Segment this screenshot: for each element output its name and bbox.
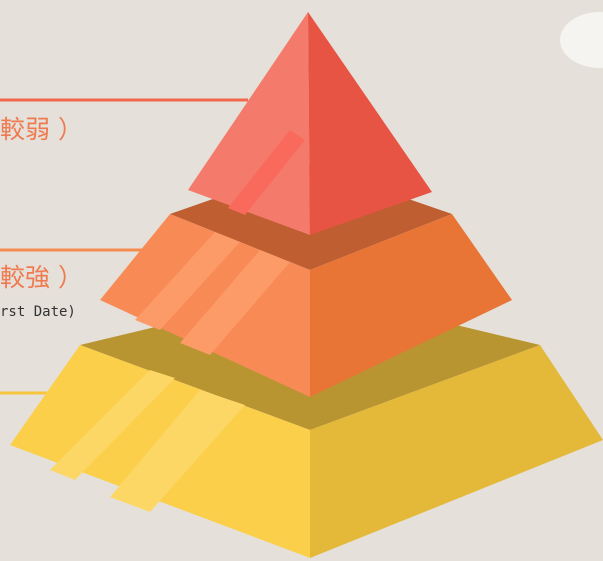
pyramid-infographic: 較弱 ） 較強 ） rst Date): [0, 0, 603, 561]
tier-label: 較強 ）: [0, 263, 83, 292]
tier-sublabel: rst Date): [0, 304, 76, 320]
tier-label: 較弱 ）: [0, 115, 83, 144]
page: {"labels": [{"text": "較弱 ）"}, {"text": "…: [0, 0, 603, 561]
